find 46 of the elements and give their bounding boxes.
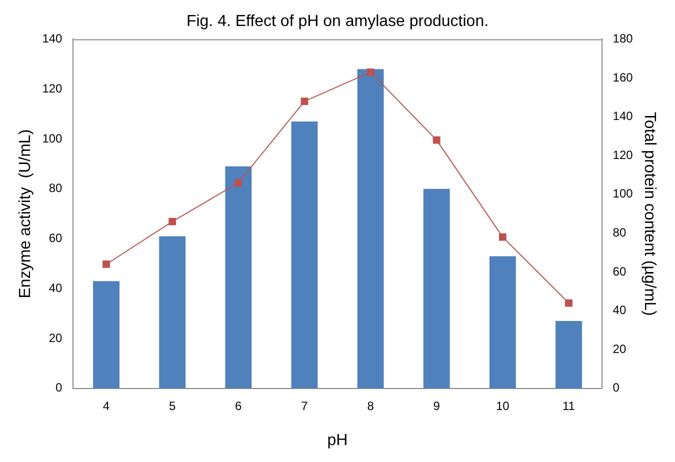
bar bbox=[93, 281, 120, 388]
bar bbox=[225, 166, 252, 388]
point bbox=[498, 233, 506, 241]
y-tick-label: 100 bbox=[42, 131, 63, 146]
x-tick-label: 7 bbox=[301, 398, 308, 413]
point bbox=[234, 179, 242, 186]
y2-tick-label: 40 bbox=[612, 303, 626, 318]
y-tick-label: 20 bbox=[48, 330, 63, 345]
y2-axis-title: Total protein content (µg/mL) bbox=[640, 112, 658, 316]
point bbox=[565, 299, 572, 307]
y-tick-label: 40 bbox=[48, 280, 63, 295]
y2-tick-label: 60 bbox=[612, 264, 626, 278]
point bbox=[300, 98, 308, 105]
x-tick-label: 9 bbox=[433, 398, 440, 413]
y-axis-title: Enzyme activity (U/mL) bbox=[17, 129, 34, 298]
y-tick-label: 60 bbox=[48, 231, 63, 246]
x-tick-label: 6 bbox=[235, 398, 242, 413]
bar bbox=[489, 256, 516, 388]
y2-tick-label: 180 bbox=[612, 32, 634, 46]
y2-tick-label: 80 bbox=[612, 226, 626, 240]
point bbox=[366, 68, 374, 76]
x-tick-label: 8 bbox=[367, 398, 374, 413]
chart-title: Fig. 4. Effect of pH on amylase production. bbox=[186, 13, 489, 30]
point bbox=[168, 218, 176, 226]
bar bbox=[291, 122, 318, 388]
y2-tick-label: 120 bbox=[612, 148, 634, 162]
x-tick-label: 4 bbox=[102, 398, 110, 413]
y2-tick-label: 100 bbox=[612, 186, 634, 201]
bar bbox=[159, 236, 186, 388]
point bbox=[432, 136, 440, 144]
y2-tick-label: 0 bbox=[612, 380, 620, 395]
y-tick-label: 0 bbox=[56, 380, 63, 395]
x-tick-label: 11 bbox=[562, 398, 576, 413]
y-tick-label: 80 bbox=[48, 181, 63, 196]
bar bbox=[423, 188, 450, 388]
x-axis-title: pH bbox=[327, 432, 348, 449]
point bbox=[102, 260, 110, 268]
y2-tick-label: 140 bbox=[612, 109, 634, 124]
y-tick-label: 140 bbox=[42, 32, 63, 46]
y2-tick-label: 20 bbox=[612, 342, 626, 356]
y2-tick-label: 160 bbox=[612, 70, 634, 84]
bar bbox=[556, 321, 582, 388]
x-tick-label: 10 bbox=[496, 398, 510, 413]
y-tick-label: 120 bbox=[42, 81, 63, 96]
bar bbox=[357, 69, 384, 388]
x-tick-label: 5 bbox=[168, 398, 176, 413]
